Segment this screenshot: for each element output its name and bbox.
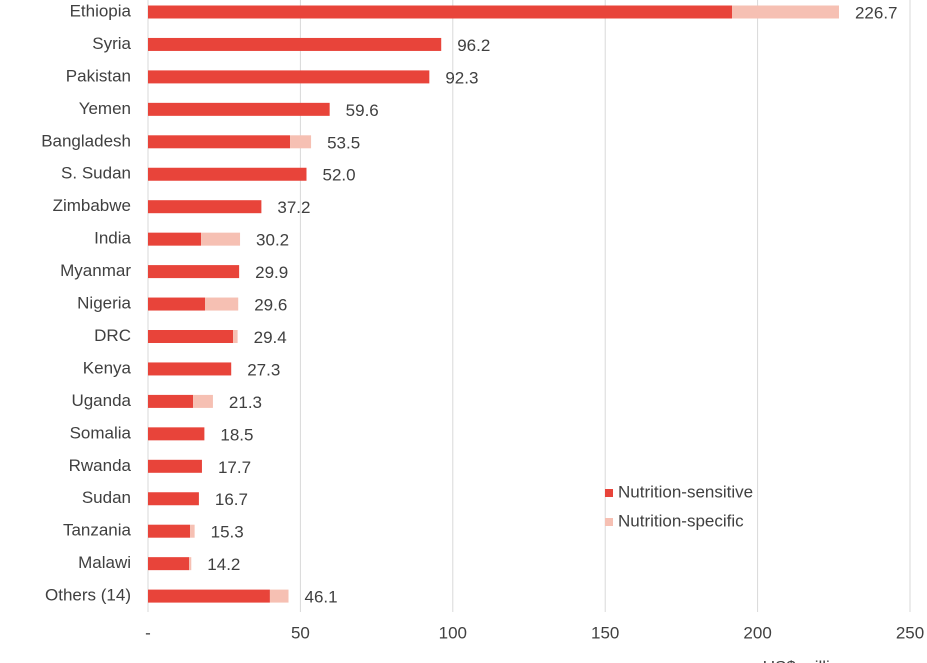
bar-segment: [148, 232, 202, 246]
x-axis-label: US$ millions: [763, 657, 857, 663]
bar-segment: [204, 297, 239, 311]
y-tick-label: S. Sudan: [61, 164, 131, 183]
bar-segment: [148, 297, 205, 311]
y-tick-label: Yemen: [79, 99, 131, 118]
y-tick-label: Ethiopia: [70, 1, 132, 20]
bar-segment: [148, 70, 430, 84]
total-label: 27.3: [247, 360, 280, 379]
total-label: 96.2: [457, 36, 490, 55]
bar-segment: [290, 135, 312, 149]
legend-swatch: [605, 518, 613, 526]
total-label: 59.6: [346, 101, 379, 120]
bar-segment: [148, 492, 199, 506]
legend-swatch: [605, 489, 613, 497]
bar-segment: [148, 524, 191, 538]
y-tick-label: Sudan: [82, 488, 131, 507]
y-tick-label: Others (14): [45, 586, 131, 605]
y-tick-label: DRC: [94, 326, 131, 345]
bar-segment: [148, 589, 270, 603]
total-label: 21.3: [229, 393, 262, 412]
bar-segment: [731, 5, 839, 19]
x-tick-label: 50: [291, 623, 310, 642]
y-tick-label: Syria: [92, 34, 131, 53]
bar-segment: [148, 330, 234, 343]
bar-segment: [148, 362, 232, 376]
x-tick-label: 150: [591, 623, 619, 642]
x-tick-label: 200: [743, 623, 771, 642]
y-tick-label: Rwanda: [69, 456, 132, 475]
total-label: 52.0: [322, 166, 355, 185]
bar-segment: [148, 459, 202, 473]
total-label: 17.7: [218, 458, 251, 477]
total-label: 15.3: [211, 523, 244, 542]
bar-segment: [148, 427, 205, 441]
total-label: 37.2: [277, 198, 310, 217]
total-label: 226.7: [855, 3, 898, 22]
x-tick-label: -: [145, 623, 151, 642]
bar-segment: [148, 200, 262, 214]
total-label: 29.4: [254, 328, 287, 347]
y-tick-label: Bangladesh: [41, 131, 131, 150]
y-tick-label: Pakistan: [66, 66, 131, 85]
bar-segment: [189, 557, 192, 571]
x-tick-label: 100: [439, 623, 467, 642]
bar-segment: [148, 135, 291, 149]
y-tick-label: Somalia: [70, 423, 132, 442]
y-tick-label: Myanmar: [60, 261, 131, 280]
legend-label: Nutrition-specific: [618, 511, 744, 530]
y-tick-label: India: [94, 229, 131, 248]
total-label: 92.3: [445, 68, 478, 87]
total-label: 18.5: [220, 425, 253, 444]
y-tick-label: Uganda: [71, 391, 131, 410]
total-label: 29.6: [254, 296, 287, 315]
bar-segment: [148, 394, 194, 408]
bar-segment: [148, 167, 307, 181]
total-label: 46.1: [305, 588, 338, 607]
legend-label: Nutrition-sensitive: [618, 482, 753, 501]
total-label: 53.5: [327, 133, 360, 152]
bar-segment: [148, 37, 442, 51]
bar-segment: [190, 524, 195, 538]
bar-segment: [233, 330, 238, 343]
y-tick-label: Kenya: [83, 358, 132, 377]
total-label: 30.2: [256, 231, 289, 250]
y-tick-label: Tanzania: [63, 521, 132, 540]
bar-segment: [201, 232, 241, 246]
total-label: 16.7: [215, 490, 248, 509]
bar-segment: [148, 102, 330, 116]
bar-segment: [148, 265, 240, 279]
bar-segment: [148, 5, 732, 19]
total-label: 14.2: [207, 555, 240, 574]
x-tick-label: 250: [896, 623, 924, 642]
bar-segment: [193, 394, 213, 408]
bar-segment: [148, 557, 190, 571]
bar-segment: [269, 589, 289, 603]
y-tick-label: Zimbabwe: [53, 196, 131, 215]
total-label: 29.9: [255, 263, 288, 282]
y-tick-label: Nigeria: [77, 294, 131, 313]
y-tick-label: Malawi: [78, 553, 131, 572]
